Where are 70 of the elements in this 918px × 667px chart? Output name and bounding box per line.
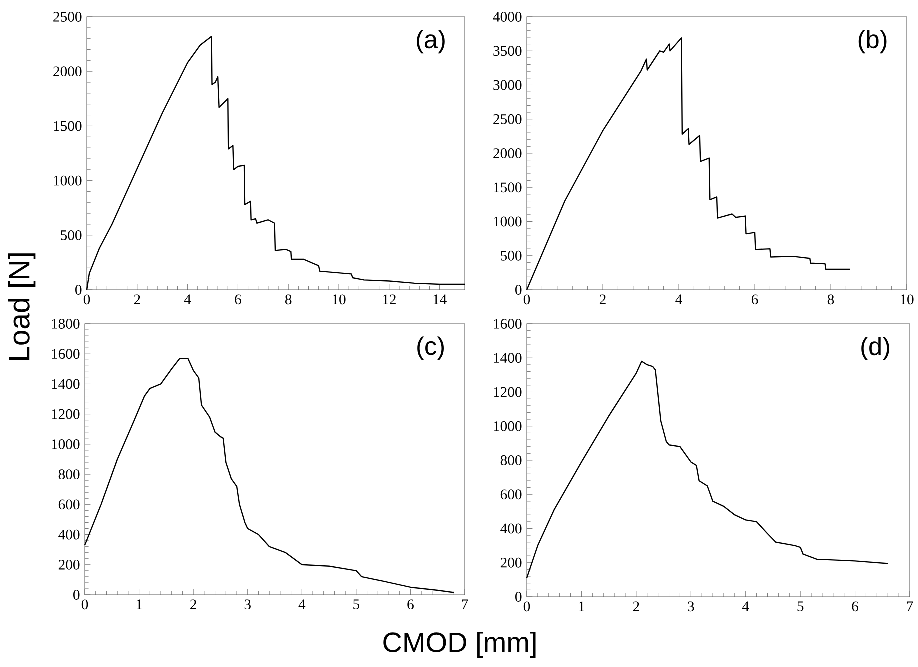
chart-title: (c) [418, 336, 444, 360]
x-tick-label: 2 [134, 294, 140, 304]
y-tick-label: 1000 [494, 421, 522, 432]
y-tick-label: 1600 [494, 319, 522, 329]
x-tick-label: 12 [383, 294, 396, 304]
x-tick-label: 0 [84, 294, 90, 305]
x-tick-label: 6 [235, 294, 242, 305]
y-tick-label: 1400 [52, 379, 80, 390]
y-tick-label: 0 [516, 285, 522, 295]
y-tick-label: 2500 [54, 12, 82, 22]
y-tick-label: 200 [500, 558, 522, 568]
x-tick-label: 8 [286, 294, 292, 305]
y-tick-label: 3500 [494, 46, 522, 56]
y-tick-label: 400 [58, 530, 80, 540]
x-tick-label: 1 [136, 600, 142, 610]
y-tick-label: 2000 [54, 66, 82, 77]
y-tick-label: 1200 [494, 387, 522, 398]
x-axis-title: CMOD [mm] [384, 632, 536, 658]
x-tick-label: 2 [600, 294, 606, 304]
y-tick-label: 0 [76, 285, 82, 295]
x-tick-label: 4 [742, 602, 750, 612]
y-tick-label: 0 [516, 592, 522, 602]
x-tick-label: 1 [579, 602, 584, 612]
y-tick-label: 200 [58, 560, 80, 570]
x-tick-label: 6 [408, 600, 414, 610]
y-tick-label: 800 [500, 456, 522, 466]
y-tick-label: 0 [74, 590, 80, 600]
y-tick-label: 600 [500, 490, 522, 500]
x-tick-label: 3 [244, 600, 251, 610]
y-tick-label: 1400 [494, 353, 522, 364]
x-tick-label: 8 [828, 294, 834, 305]
x-tick-label: 4 [184, 294, 192, 304]
x-tick-label: 2 [190, 600, 196, 610]
y-tick-label: 3000 [494, 80, 522, 90]
x-tick-label: 5 [354, 600, 360, 610]
y-tick-label: 400 [500, 524, 522, 534]
x-tick-label: 5 [798, 602, 804, 612]
x-tick-label: 3 [688, 602, 694, 612]
x-tick-label: 4 [298, 600, 306, 610]
y-tick-label: 1200 [52, 409, 80, 420]
y-tick-label: 1500 [54, 121, 82, 132]
x-tick-label: 10 [332, 294, 346, 305]
y-tick-label: 1000 [54, 176, 82, 186]
y-tick-label: 1000 [494, 216, 522, 227]
y-tick-label: 1000 [52, 440, 80, 450]
y-tick-label: 500 [61, 230, 82, 240]
y-axis-title: Load [N] [8, 254, 36, 360]
x-tick-label: 4 [676, 294, 682, 304]
x-tick-label: 0 [524, 294, 530, 305]
x-tick-label: 7 [907, 602, 914, 612]
y-tick-label: 500 [501, 250, 522, 261]
x-tick-label: 0 [82, 600, 88, 610]
chart-title: (b) [858, 30, 887, 54]
y-tick-label: 600 [58, 500, 80, 510]
x-tick-label: 0 [524, 602, 530, 612]
x-tick-label: 7 [462, 600, 468, 610]
x-tick-label: 2 [633, 602, 640, 612]
x-tick-label: 6 [752, 294, 758, 305]
y-tick-label: 800 [58, 470, 80, 480]
x-tick-label: 10 [900, 294, 914, 305]
x-tick-label: 6 [852, 602, 859, 612]
y-tick-label: 4000 [493, 12, 522, 22]
y-tick-label: 2500 [494, 114, 522, 124]
chart-title: (d) [862, 336, 890, 361]
x-tick-label: 14 [434, 294, 447, 304]
y-tick-label: 2000 [494, 148, 522, 158]
y-tick-label: 1500 [494, 182, 522, 193]
chart-title: (a) [417, 30, 445, 54]
y-tick-label: 1800 [52, 319, 80, 329]
y-tick-label: 1600 [52, 349, 80, 360]
